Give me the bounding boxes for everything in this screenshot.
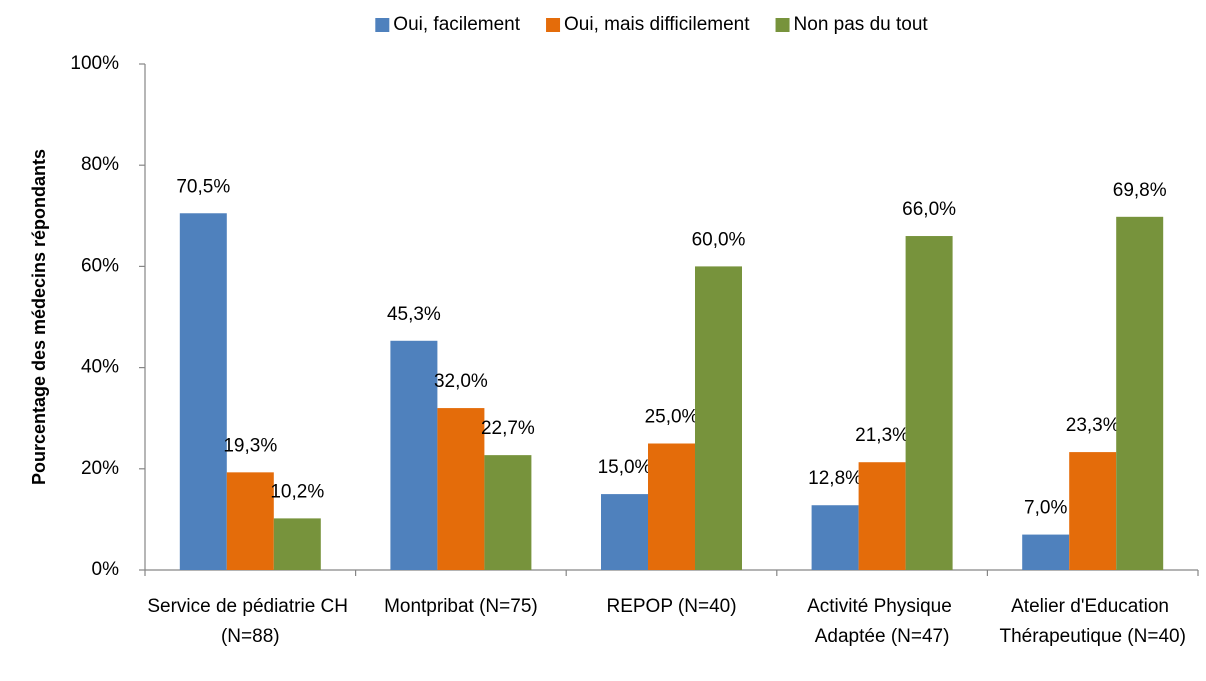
- legend-label: Non pas du tout: [794, 14, 929, 35]
- y-tick-label: 60%: [81, 255, 119, 276]
- value-label: 22,7%: [481, 418, 535, 439]
- value-label: 7,0%: [1024, 498, 1067, 519]
- legend-label: Oui, facilement: [393, 14, 520, 35]
- bar: [226, 472, 274, 570]
- bar: [390, 340, 438, 570]
- legend-swatch: [546, 18, 561, 32]
- y-tick-label: 40%: [81, 357, 119, 378]
- y-tick-label: 100%: [70, 53, 119, 74]
- value-label: 70,5%: [176, 176, 230, 197]
- y-tick-label: 80%: [81, 154, 119, 175]
- value-label: 66,0%: [902, 199, 956, 220]
- y-tick-label: 0%: [92, 559, 120, 580]
- bar: [695, 266, 742, 570]
- bar: [648, 443, 695, 570]
- x-tick-label: Activité Physique Adaptée (N=47): [807, 596, 957, 647]
- bar: [601, 494, 648, 570]
- value-label: 45,3%: [387, 304, 441, 325]
- legend-swatch: [375, 18, 390, 32]
- value-label: 15,0%: [598, 457, 652, 478]
- value-label: 32,0%: [434, 371, 488, 392]
- value-label: 69,8%: [1113, 180, 1167, 201]
- value-label: 60,0%: [692, 229, 746, 250]
- x-tick-label: Montpribat (N=75): [384, 596, 538, 617]
- value-label: 10,2%: [270, 481, 324, 502]
- bar: [437, 408, 485, 570]
- bar: [1116, 216, 1164, 570]
- x-tick-label: Service de pédiatrie CH (N=88): [147, 596, 353, 647]
- value-label: 23,3%: [1066, 415, 1120, 436]
- bar: [484, 455, 532, 570]
- bar: [1022, 534, 1070, 570]
- value-label: 25,0%: [645, 407, 699, 428]
- bar: [1069, 452, 1117, 570]
- x-tick-label: REPOP (N=40): [606, 596, 736, 617]
- x-tick-label: Atelier d'Education Thérapeutique (N=40): [999, 596, 1185, 647]
- bar: [179, 213, 227, 570]
- legend-swatch: [775, 18, 790, 32]
- value-label: 12,8%: [808, 468, 862, 489]
- bar: [273, 518, 321, 570]
- bar: [905, 236, 953, 571]
- value-label: 19,3%: [223, 435, 277, 456]
- y-tick-label: 20%: [81, 458, 119, 479]
- value-label: 21,3%: [855, 425, 909, 446]
- bar: [811, 505, 859, 570]
- y-axis-label: Pourcentage des médecins répondants: [29, 149, 49, 485]
- legend-label: Oui, mais difficilement: [564, 14, 750, 35]
- bar: [858, 462, 906, 570]
